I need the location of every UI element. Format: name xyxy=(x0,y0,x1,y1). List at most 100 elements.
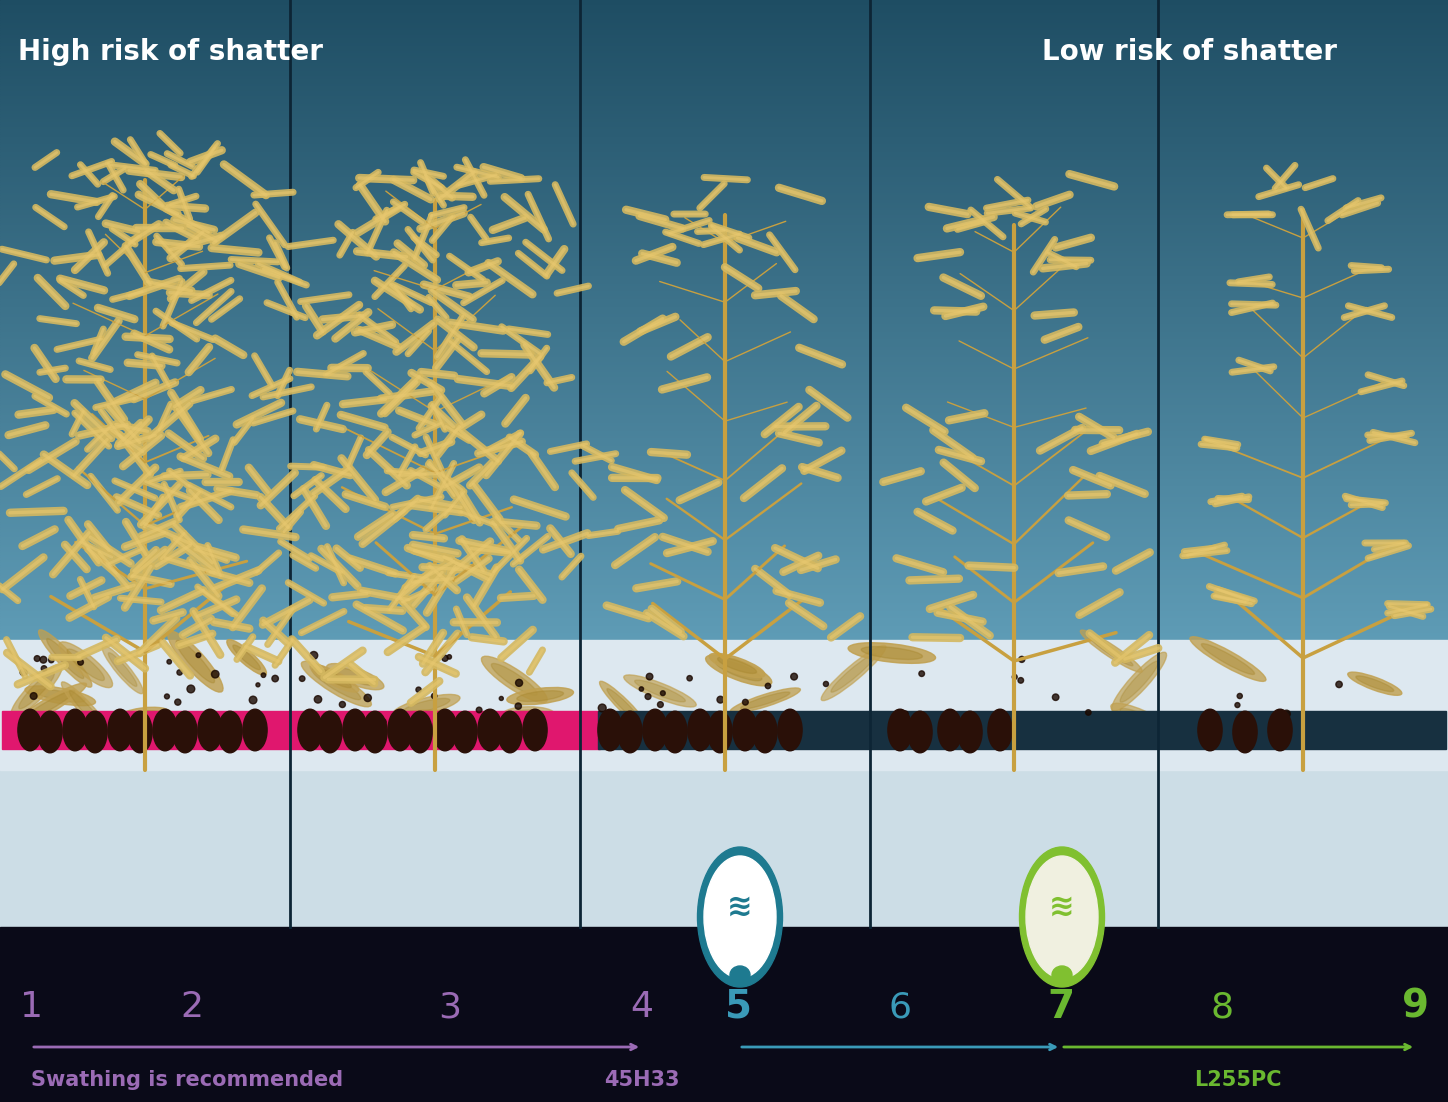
Bar xyxy=(0,137,1448,139)
Ellipse shape xyxy=(39,630,91,688)
Ellipse shape xyxy=(127,711,152,753)
Ellipse shape xyxy=(491,663,537,695)
Bar xyxy=(0,144,1448,147)
Ellipse shape xyxy=(988,710,1012,750)
Ellipse shape xyxy=(730,966,750,984)
Bar xyxy=(0,240,1448,244)
Bar xyxy=(0,309,1448,312)
Ellipse shape xyxy=(1090,637,1132,666)
Bar xyxy=(0,71,1448,74)
Ellipse shape xyxy=(849,642,935,663)
Bar xyxy=(0,601,1448,603)
Circle shape xyxy=(30,693,38,700)
Circle shape xyxy=(416,687,421,692)
Circle shape xyxy=(391,717,398,726)
Ellipse shape xyxy=(1190,637,1266,681)
Ellipse shape xyxy=(478,710,502,750)
Ellipse shape xyxy=(523,710,547,750)
Ellipse shape xyxy=(498,711,523,753)
Bar xyxy=(0,717,1448,720)
Bar xyxy=(0,372,1448,375)
Bar xyxy=(0,413,1448,415)
Text: ≋: ≋ xyxy=(1050,893,1074,921)
Bar xyxy=(0,63,1448,66)
Bar xyxy=(0,205,1448,208)
Bar xyxy=(0,499,1448,501)
Bar xyxy=(0,591,1448,593)
Ellipse shape xyxy=(831,653,876,692)
Ellipse shape xyxy=(598,710,623,750)
Circle shape xyxy=(35,656,41,661)
Bar xyxy=(0,142,1448,144)
Ellipse shape xyxy=(1080,630,1142,672)
Bar xyxy=(0,251,1448,253)
Circle shape xyxy=(765,683,770,689)
Circle shape xyxy=(177,670,182,676)
Bar xyxy=(0,296,1448,299)
Bar xyxy=(0,400,1448,403)
Circle shape xyxy=(310,651,317,659)
Bar xyxy=(0,449,1448,451)
Bar xyxy=(0,656,1448,659)
Bar xyxy=(0,223,1448,226)
Circle shape xyxy=(1235,703,1239,707)
Bar xyxy=(0,722,1448,724)
Text: 3: 3 xyxy=(439,990,462,1024)
Ellipse shape xyxy=(715,660,762,681)
Bar xyxy=(0,562,1448,565)
Bar xyxy=(0,552,1448,554)
Circle shape xyxy=(78,659,84,666)
Ellipse shape xyxy=(17,710,42,750)
Ellipse shape xyxy=(1202,644,1254,674)
Bar xyxy=(0,757,1448,760)
Ellipse shape xyxy=(730,688,801,713)
Ellipse shape xyxy=(710,653,765,678)
Bar xyxy=(0,329,1448,332)
Bar xyxy=(0,74,1448,76)
Ellipse shape xyxy=(38,711,62,753)
Ellipse shape xyxy=(310,665,359,692)
Bar xyxy=(0,107,1448,109)
Bar xyxy=(0,294,1448,296)
Bar xyxy=(0,410,1448,413)
Bar xyxy=(0,271,1448,273)
Circle shape xyxy=(743,700,749,705)
Ellipse shape xyxy=(46,638,84,679)
Ellipse shape xyxy=(753,711,778,753)
Circle shape xyxy=(919,671,924,677)
Bar xyxy=(0,644,1448,646)
Bar xyxy=(0,663,1448,667)
Bar xyxy=(0,466,1448,468)
Ellipse shape xyxy=(634,680,685,702)
Bar xyxy=(0,266,1448,269)
Bar xyxy=(0,753,1448,755)
Ellipse shape xyxy=(1121,709,1163,731)
Bar xyxy=(0,532,1448,534)
Circle shape xyxy=(902,711,908,717)
Ellipse shape xyxy=(12,665,62,716)
Bar xyxy=(0,616,1448,618)
Bar xyxy=(0,82,1448,84)
Bar xyxy=(0,525,1448,527)
Bar xyxy=(0,649,1448,651)
Bar xyxy=(0,172,1448,175)
Bar xyxy=(0,273,1448,277)
Bar xyxy=(0,456,1448,458)
Bar xyxy=(0,583,1448,585)
Circle shape xyxy=(41,666,46,671)
Bar xyxy=(0,702,1448,704)
Bar xyxy=(0,560,1448,562)
Ellipse shape xyxy=(663,711,688,753)
Ellipse shape xyxy=(688,710,712,750)
Bar xyxy=(0,593,1448,595)
Bar xyxy=(0,154,1448,158)
Circle shape xyxy=(175,699,181,705)
Bar xyxy=(0,696,1448,699)
Bar xyxy=(0,78,1448,82)
Circle shape xyxy=(442,656,447,661)
Bar xyxy=(0,618,1448,620)
Circle shape xyxy=(187,685,194,693)
Ellipse shape xyxy=(888,710,912,750)
Bar xyxy=(0,519,1448,522)
Bar xyxy=(0,418,1448,421)
